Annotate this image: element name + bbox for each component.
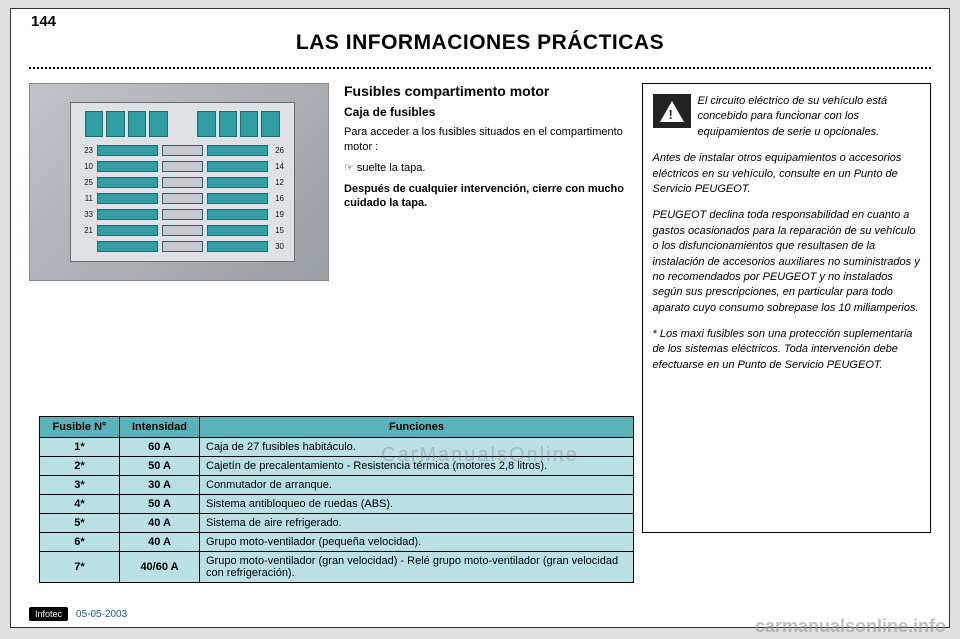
fuse-slot bbox=[207, 145, 268, 156]
table-row: 2*50 ACajetín de precalentamiento - Resi… bbox=[40, 457, 634, 476]
advisory-box: El circuito eléctrico de su vehículo est… bbox=[642, 83, 931, 533]
fuse-label-left: 33 bbox=[81, 210, 93, 219]
fuse-center bbox=[162, 177, 202, 188]
fuse-slot bbox=[207, 241, 268, 252]
table-row: 3*30 AConmutador de arranque. bbox=[40, 476, 634, 495]
table-cell: 50 A bbox=[120, 495, 200, 514]
advisory-p2: Antes de instalar otros equipamientos o … bbox=[653, 151, 920, 197]
table-row: 7*40/60 AGrupo moto-ventilador (gran vel… bbox=[40, 552, 634, 583]
table-cell: 30 A bbox=[120, 476, 200, 495]
fuse-label-right: 15 bbox=[272, 226, 284, 235]
fuse-label-left: 25 bbox=[81, 178, 93, 187]
watermark-corner: carmanualsonline.info bbox=[0, 616, 960, 637]
table-cell: 50 A bbox=[120, 457, 200, 476]
table-cell: 1* bbox=[40, 438, 120, 457]
advisory-p1: El circuito eléctrico de su vehículo est… bbox=[653, 94, 920, 140]
table-cell: Grupo moto-ventilador (gran velocidad) -… bbox=[200, 552, 634, 583]
fuse-row: 11 16 bbox=[81, 191, 284, 205]
table-row: 6*40 AGrupo moto-ventilador (pequeña vel… bbox=[40, 533, 634, 552]
table-row: 4*50 ASistema antibloqueo de ruedas (ABS… bbox=[40, 495, 634, 514]
table-cell: Sistema antibloqueo de ruedas (ABS). bbox=[200, 495, 634, 514]
fuse-slot bbox=[207, 161, 268, 172]
table-cell: Sistema de aire refrigerado. bbox=[200, 514, 634, 533]
fusebox-diagram: 23 26 10 14 25 12 11 16 33 19 21 15 30 bbox=[29, 83, 329, 281]
fuse-row: 25 12 bbox=[81, 175, 284, 189]
fuse-slot bbox=[97, 193, 158, 204]
fusebox-panel: 23 26 10 14 25 12 11 16 33 19 21 15 30 bbox=[70, 102, 295, 262]
table-header: Fusible N° bbox=[40, 417, 120, 438]
fuse-row: 21 15 bbox=[81, 223, 284, 237]
table-cell: 6* bbox=[40, 533, 120, 552]
fuse-slot bbox=[207, 209, 268, 220]
fuse-slot bbox=[97, 161, 158, 172]
fuse-slot bbox=[97, 225, 158, 236]
fuse-center bbox=[162, 193, 202, 204]
manual-page: 144 LAS INFORMACIONES PRÁCTICAS 23 26 10 14… bbox=[10, 8, 950, 628]
fuse-slot bbox=[97, 209, 158, 220]
fuse-label-left: 10 bbox=[81, 162, 93, 171]
table-header: Intensidad bbox=[120, 417, 200, 438]
fusebox-rows: 23 26 10 14 25 12 11 16 33 19 21 15 30 bbox=[81, 143, 284, 253]
fuse-slot bbox=[207, 177, 268, 188]
fuse-slot bbox=[97, 241, 158, 252]
fuse-label-right: 19 bbox=[272, 210, 284, 219]
table-cell: 7* bbox=[40, 552, 120, 583]
table-cell: 4* bbox=[40, 495, 120, 514]
advisory-p3: PEUGEOT declina toda responsabilidad en … bbox=[653, 208, 920, 316]
table-header-row: Fusible N°IntensidadFunciones bbox=[40, 417, 634, 438]
table-cell: 40 A bbox=[120, 514, 200, 533]
fuse-center bbox=[162, 209, 202, 220]
fuse-row: 33 19 bbox=[81, 207, 284, 221]
table-row: 1*60 ACaja de 27 fusibles habitáculo. bbox=[40, 438, 634, 457]
fuse-row: 23 26 bbox=[81, 143, 284, 157]
section-heading: Fusibles compartimento motor bbox=[344, 83, 627, 99]
fuse-center bbox=[162, 161, 202, 172]
fuse-label-right: 12 bbox=[272, 178, 284, 187]
fuse-label-left: 11 bbox=[81, 194, 93, 203]
table-cell: 3* bbox=[40, 476, 120, 495]
page-number: 144 bbox=[31, 13, 56, 30]
table-cell: 2* bbox=[40, 457, 120, 476]
table-cell: Grupo moto-ventilador (pequeña velocidad… bbox=[200, 533, 634, 552]
table-cell: Cajetín de precalentamiento - Resistenci… bbox=[200, 457, 634, 476]
fuse-center bbox=[162, 145, 202, 156]
fuse-label-right: 16 bbox=[272, 194, 284, 203]
table-row: 5*40 ASistema de aire refrigerado. bbox=[40, 514, 634, 533]
fuse-label-right: 30 bbox=[272, 242, 284, 251]
fuse-table: Fusible N°IntensidadFunciones 1*60 ACaja… bbox=[39, 416, 634, 583]
fuse-row: 30 bbox=[81, 239, 284, 253]
table-cell: Caja de 27 fusibles habitáculo. bbox=[200, 438, 634, 457]
fuse-slot bbox=[207, 193, 268, 204]
table-cell: 40/60 A bbox=[120, 552, 200, 583]
fuse-row: 10 14 bbox=[81, 159, 284, 173]
fuse-label-left: 23 bbox=[81, 146, 93, 155]
table-cell: 5* bbox=[40, 514, 120, 533]
warning-icon bbox=[653, 94, 691, 128]
table-cell: Conmutador de arranque. bbox=[200, 476, 634, 495]
paragraph-bold: Después de cualquier intervención, cierr… bbox=[344, 182, 627, 212]
fuse-slot bbox=[207, 225, 268, 236]
section-subheading: Caja de fusibles bbox=[344, 105, 627, 119]
fuse-label-right: 26 bbox=[272, 146, 284, 155]
table-header: Funciones bbox=[200, 417, 634, 438]
table-body: 1*60 ACaja de 27 fusibles habitáculo.2*5… bbox=[40, 438, 634, 583]
fuse-label-left: 21 bbox=[81, 226, 93, 235]
fuse-slot bbox=[97, 177, 158, 188]
advisory-column: El circuito eléctrico de su vehículo est… bbox=[642, 83, 931, 533]
fuse-slot bbox=[97, 145, 158, 156]
table-cell: 40 A bbox=[120, 533, 200, 552]
table-cell: 60 A bbox=[120, 438, 200, 457]
fusebox-top-slots bbox=[85, 111, 280, 137]
advisory-p4: * Los maxi fusibles son una protección s… bbox=[653, 327, 920, 373]
fuse-center bbox=[162, 241, 202, 252]
fuse-label-right: 14 bbox=[272, 162, 284, 171]
pointer-item: suelte la tapa. bbox=[344, 161, 627, 176]
fuse-center bbox=[162, 225, 202, 236]
paragraph: Para acceder a los fusibles situados en … bbox=[344, 125, 627, 155]
page-title: LAS INFORMACIONES PRÁCTICAS bbox=[11, 31, 949, 55]
